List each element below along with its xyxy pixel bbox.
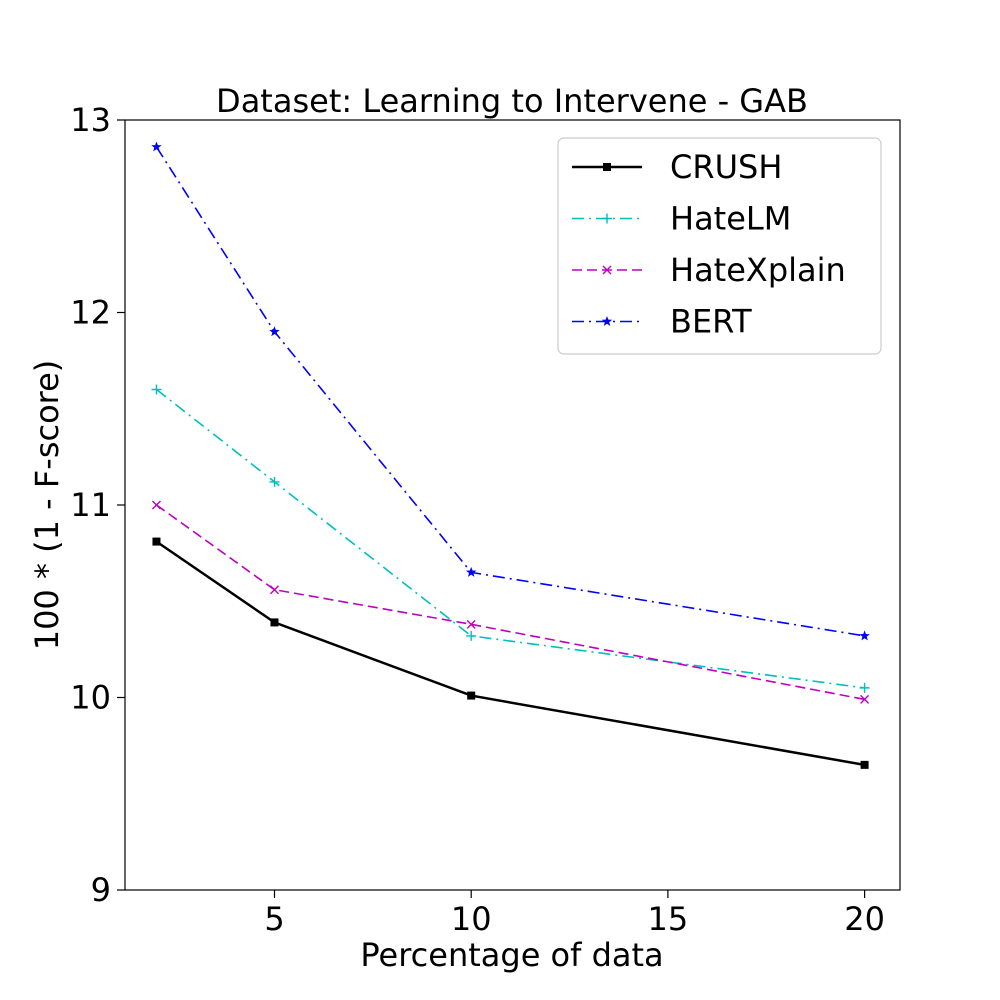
data-point-hatelm <box>269 476 280 487</box>
x-tick-label: 5 <box>264 900 284 938</box>
x-axis-label: Percentage of data <box>360 936 663 974</box>
data-point-hatexplain <box>151 500 161 510</box>
y-tick-label: 11 <box>70 486 111 524</box>
data-point-crush <box>860 760 869 769</box>
x-tick-label: 20 <box>844 900 885 938</box>
chart-title: Dataset: Learning to Intervene - GAB <box>216 82 808 120</box>
data-point-hatelm <box>151 384 162 395</box>
series-line-hatexplain <box>156 504 865 701</box>
legend-marker-crush <box>603 163 611 171</box>
legend-label-bert: BERT <box>670 303 752 341</box>
data-point-crush <box>467 691 476 700</box>
legend-marker-bert <box>601 316 613 326</box>
y-tick-label: 9 <box>91 871 111 909</box>
series-hatelm <box>151 384 870 693</box>
legend-label-crush: CRUSH <box>670 148 782 186</box>
data-point-bert <box>269 326 280 337</box>
data-point-hatelm <box>859 682 870 693</box>
data-point-bert <box>859 630 870 641</box>
data-point-bert <box>151 141 162 152</box>
y-axis-ticks: 9 10 11 12 13 <box>70 101 125 909</box>
legend-marker-hatelm <box>602 213 612 224</box>
y-axis-label: 100 * (1 - F-score) <box>28 360 66 651</box>
series-line-hatelm <box>156 388 865 689</box>
legend: CRUSH HateLM HateXplain BERT <box>557 137 882 355</box>
x-tick-label: 10 <box>451 900 492 938</box>
data-point-bert <box>465 566 477 577</box>
data-point-hatexplain <box>466 619 476 629</box>
series-hatexplain <box>151 500 870 704</box>
y-tick-label: 12 <box>70 294 111 332</box>
y-tick-label: 10 <box>70 679 111 717</box>
x-axis-ticks: 5 10 15 20 <box>264 890 885 938</box>
data-point-hatexplain <box>860 694 870 704</box>
legend-label-hatexplain: HateXplain <box>670 251 846 289</box>
series-line-bert <box>155 146 865 637</box>
data-point-crush <box>270 618 279 627</box>
series-layer <box>151 141 870 769</box>
legend-box <box>557 137 882 355</box>
series-bert <box>151 141 870 641</box>
series-crush <box>152 537 869 769</box>
data-point-hatexplain <box>269 585 279 595</box>
x-tick-label: 15 <box>648 900 689 938</box>
data-point-crush <box>152 537 161 546</box>
y-tick-label: 13 <box>70 101 111 139</box>
data-point-hatelm <box>466 630 477 641</box>
series-line-crush <box>155 540 865 767</box>
legend-label-hatelm: HateLM <box>670 200 791 238</box>
legend-marker-hatexplain <box>602 265 612 275</box>
